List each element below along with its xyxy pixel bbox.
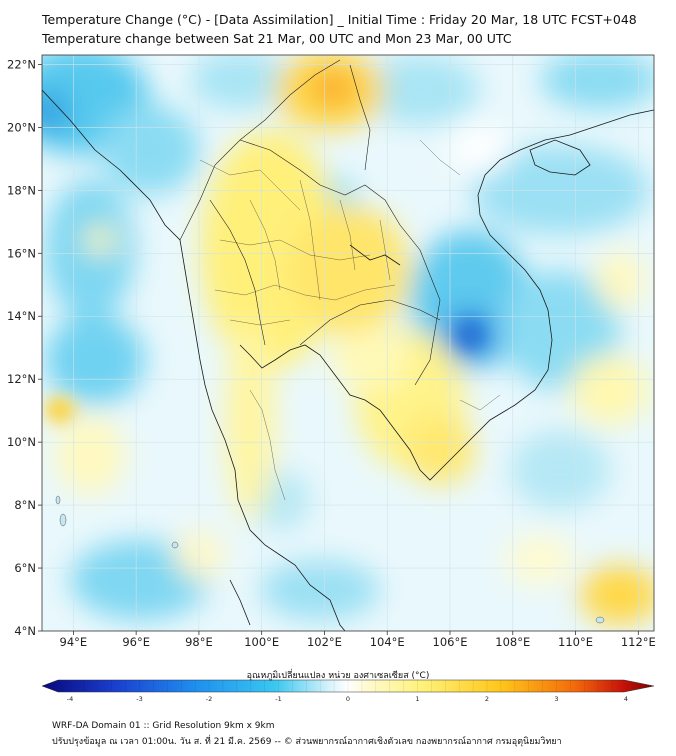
lat-tick-label: 12°N [7,372,36,386]
lat-tick-label: 22°N [7,57,36,71]
lat-tick-label: 4°N [14,624,36,638]
colorbar-tick-label: -1 [275,695,281,703]
lat-tick-label: 6°N [14,561,36,575]
colorbar-tick-label: 1 [415,695,419,703]
country-borders [179,59,441,386]
lat-tick-label: 10°N [7,435,36,449]
province-borders [199,139,501,501]
footer-model-info: WRF-DA Domain 01 :: Grid Resolution 9km … [52,721,275,731]
lon-tick-label: 110°E [558,635,593,649]
colorbar-tick-label: 2 [485,695,489,703]
colorbar-title: อุณหภูมิเปลี่ยนแปลง หน่วย องศาเซลเซียส (… [246,671,430,681]
lon-axis: 94°E 96°E 98°E 100°E 102°E 104°E 106°E 108°E 110… [60,631,656,649]
colorbar-tick-label: 3 [554,695,558,703]
lon-tick-label: 106°E [433,635,468,649]
coastlines [42,89,654,631]
footer-update-info: ปรับปรุงข้อมูล ณ เวลา 01:00น. วัน ส. ที่… [52,737,562,747]
lon-tick-label: 102°E [307,635,342,649]
lat-tick-label: 14°N [7,309,36,323]
chart-title: Temperature Change (°C) - [Data Assimila… [42,12,637,27]
lon-tick-label: 98°E [185,635,213,649]
lat-tick-label: 16°N [7,246,36,260]
colorbar-tick-label: -2 [206,695,212,703]
lon-tick-label: 112°E [621,635,656,649]
lon-tick-label: 108°E [495,635,530,649]
islands [55,495,605,624]
lat-tick-label: 8°N [14,498,36,512]
colorbar-ticks: -4 -3 -2 -1 0 1 2 3 4 [67,680,628,703]
map-frame [41,54,655,632]
colorbar-tick-label: 4 [624,695,628,703]
graticule-lines [42,55,654,631]
colorbar: -4 -3 -2 -1 0 1 2 3 4 [41,679,655,703]
colorbar-tick-label: -3 [136,695,142,703]
lat-tick-label: 18°N [7,183,36,197]
chart-subtitle: Temperature change between Sat 21 Mar, 0… [42,31,512,46]
warm-spot-andaman [44,396,76,424]
map-field [42,55,654,631]
colorbar-tick-label: -4 [67,695,73,703]
lat-tick-label: 20°N [7,120,36,134]
cold-spot-cambodia [456,321,484,349]
lon-tick-label: 104°E [370,635,405,649]
lon-tick-label: 100°E [244,635,279,649]
colorbar-tick-label: 0 [346,695,350,703]
lat-axis: 22°N 20°N 18°N 16°N 14°N 12°N 10°N 8°N 6°N 4°N [7,57,42,638]
lon-tick-label: 96°E [122,635,150,649]
colorbar-bar [41,679,655,693]
lon-tick-label: 94°E [60,635,88,649]
